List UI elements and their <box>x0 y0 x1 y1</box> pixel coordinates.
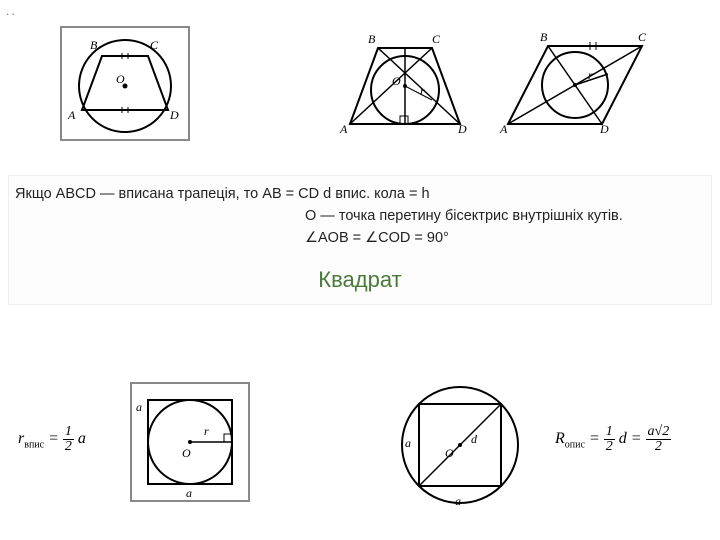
sq-O: O <box>182 446 191 461</box>
label-O2: O <box>392 74 401 89</box>
formula-left-eq: = <box>48 430 59 447</box>
bottom-row: rвпис = 12 a a a r O a a d O Rопис <box>0 370 720 530</box>
formula-right-sub: опис <box>565 439 585 450</box>
formula-right-den2: 2 <box>646 440 672 454</box>
formula-left-rhs: a <box>78 430 86 447</box>
sq-r: r <box>204 424 209 439</box>
text-line3: ∠AOB = ∠COD = 90° <box>15 228 705 250</box>
circ-O: O <box>445 446 454 461</box>
rhombus-circle <box>500 26 650 141</box>
formula-right-eq: = <box>589 430 600 447</box>
formula-right-den1: 2 <box>604 440 615 454</box>
heading-square: Квадрат <box>15 263 705 296</box>
description-block: Якщо ABCD — вписана трапеція, то AB = CD… <box>8 175 712 305</box>
figure-inscribed-circle-trapezoid: A B C D O r <box>340 26 470 141</box>
text-line1: Якщо ABCD — вписана трапеція, то AB = CD… <box>15 184 705 206</box>
trapezoid-bisectors <box>340 26 470 141</box>
figure-square-inscribed: a a r O <box>130 382 250 502</box>
figure-rhombus-inscribed-circle: A B C D r <box>500 26 650 141</box>
label-C: C <box>150 38 158 53</box>
label-r2: r <box>420 84 425 99</box>
figure-square-circumscribed: a a d O <box>395 380 525 510</box>
formula-right-num2: a√2 <box>646 425 672 440</box>
label-C3: C <box>638 30 646 45</box>
circ-a-bottom: a <box>455 494 461 509</box>
formula-left-den: 2 <box>63 440 74 454</box>
formula-left-sub: впис <box>24 439 44 450</box>
formula-right-mid: d = <box>619 430 642 447</box>
label-B: B <box>90 38 97 53</box>
label-r3: r <box>588 68 593 83</box>
label-A3: A <box>500 122 507 137</box>
square-inscribed-svg <box>132 384 248 500</box>
formula-right-num1: 1 <box>604 425 615 440</box>
label-A: A <box>68 108 75 123</box>
formula-right-lhs: R <box>555 430 565 447</box>
label-B2: B <box>368 32 375 47</box>
top-figures-row: A B C D O A B C D O r <box>0 10 720 160</box>
label-C2: C <box>432 32 440 47</box>
label-D3: D <box>600 122 609 137</box>
sq-a-bottom: a <box>186 486 192 501</box>
label-D2: D <box>458 122 467 137</box>
formula-circumscribed-radius: Rопис = 12 d = a√22 <box>555 425 671 454</box>
circ-a-left: a <box>405 436 411 451</box>
label-A2: A <box>340 122 347 137</box>
formula-inscribed-radius: rвпис = 12 a <box>18 425 86 454</box>
square-in-circle-svg <box>395 380 525 510</box>
circ-d: d <box>471 432 477 447</box>
label-O: O <box>116 72 125 87</box>
text-line2: O — точка перетину бісектрис внутрішніх … <box>15 206 705 228</box>
label-B3: B <box>540 30 547 45</box>
formula-left-num: 1 <box>63 425 74 440</box>
figure-circumscribed-trapezoid: A B C D O <box>60 26 190 141</box>
label-D: D <box>170 108 179 123</box>
sq-a-left: a <box>136 400 142 415</box>
